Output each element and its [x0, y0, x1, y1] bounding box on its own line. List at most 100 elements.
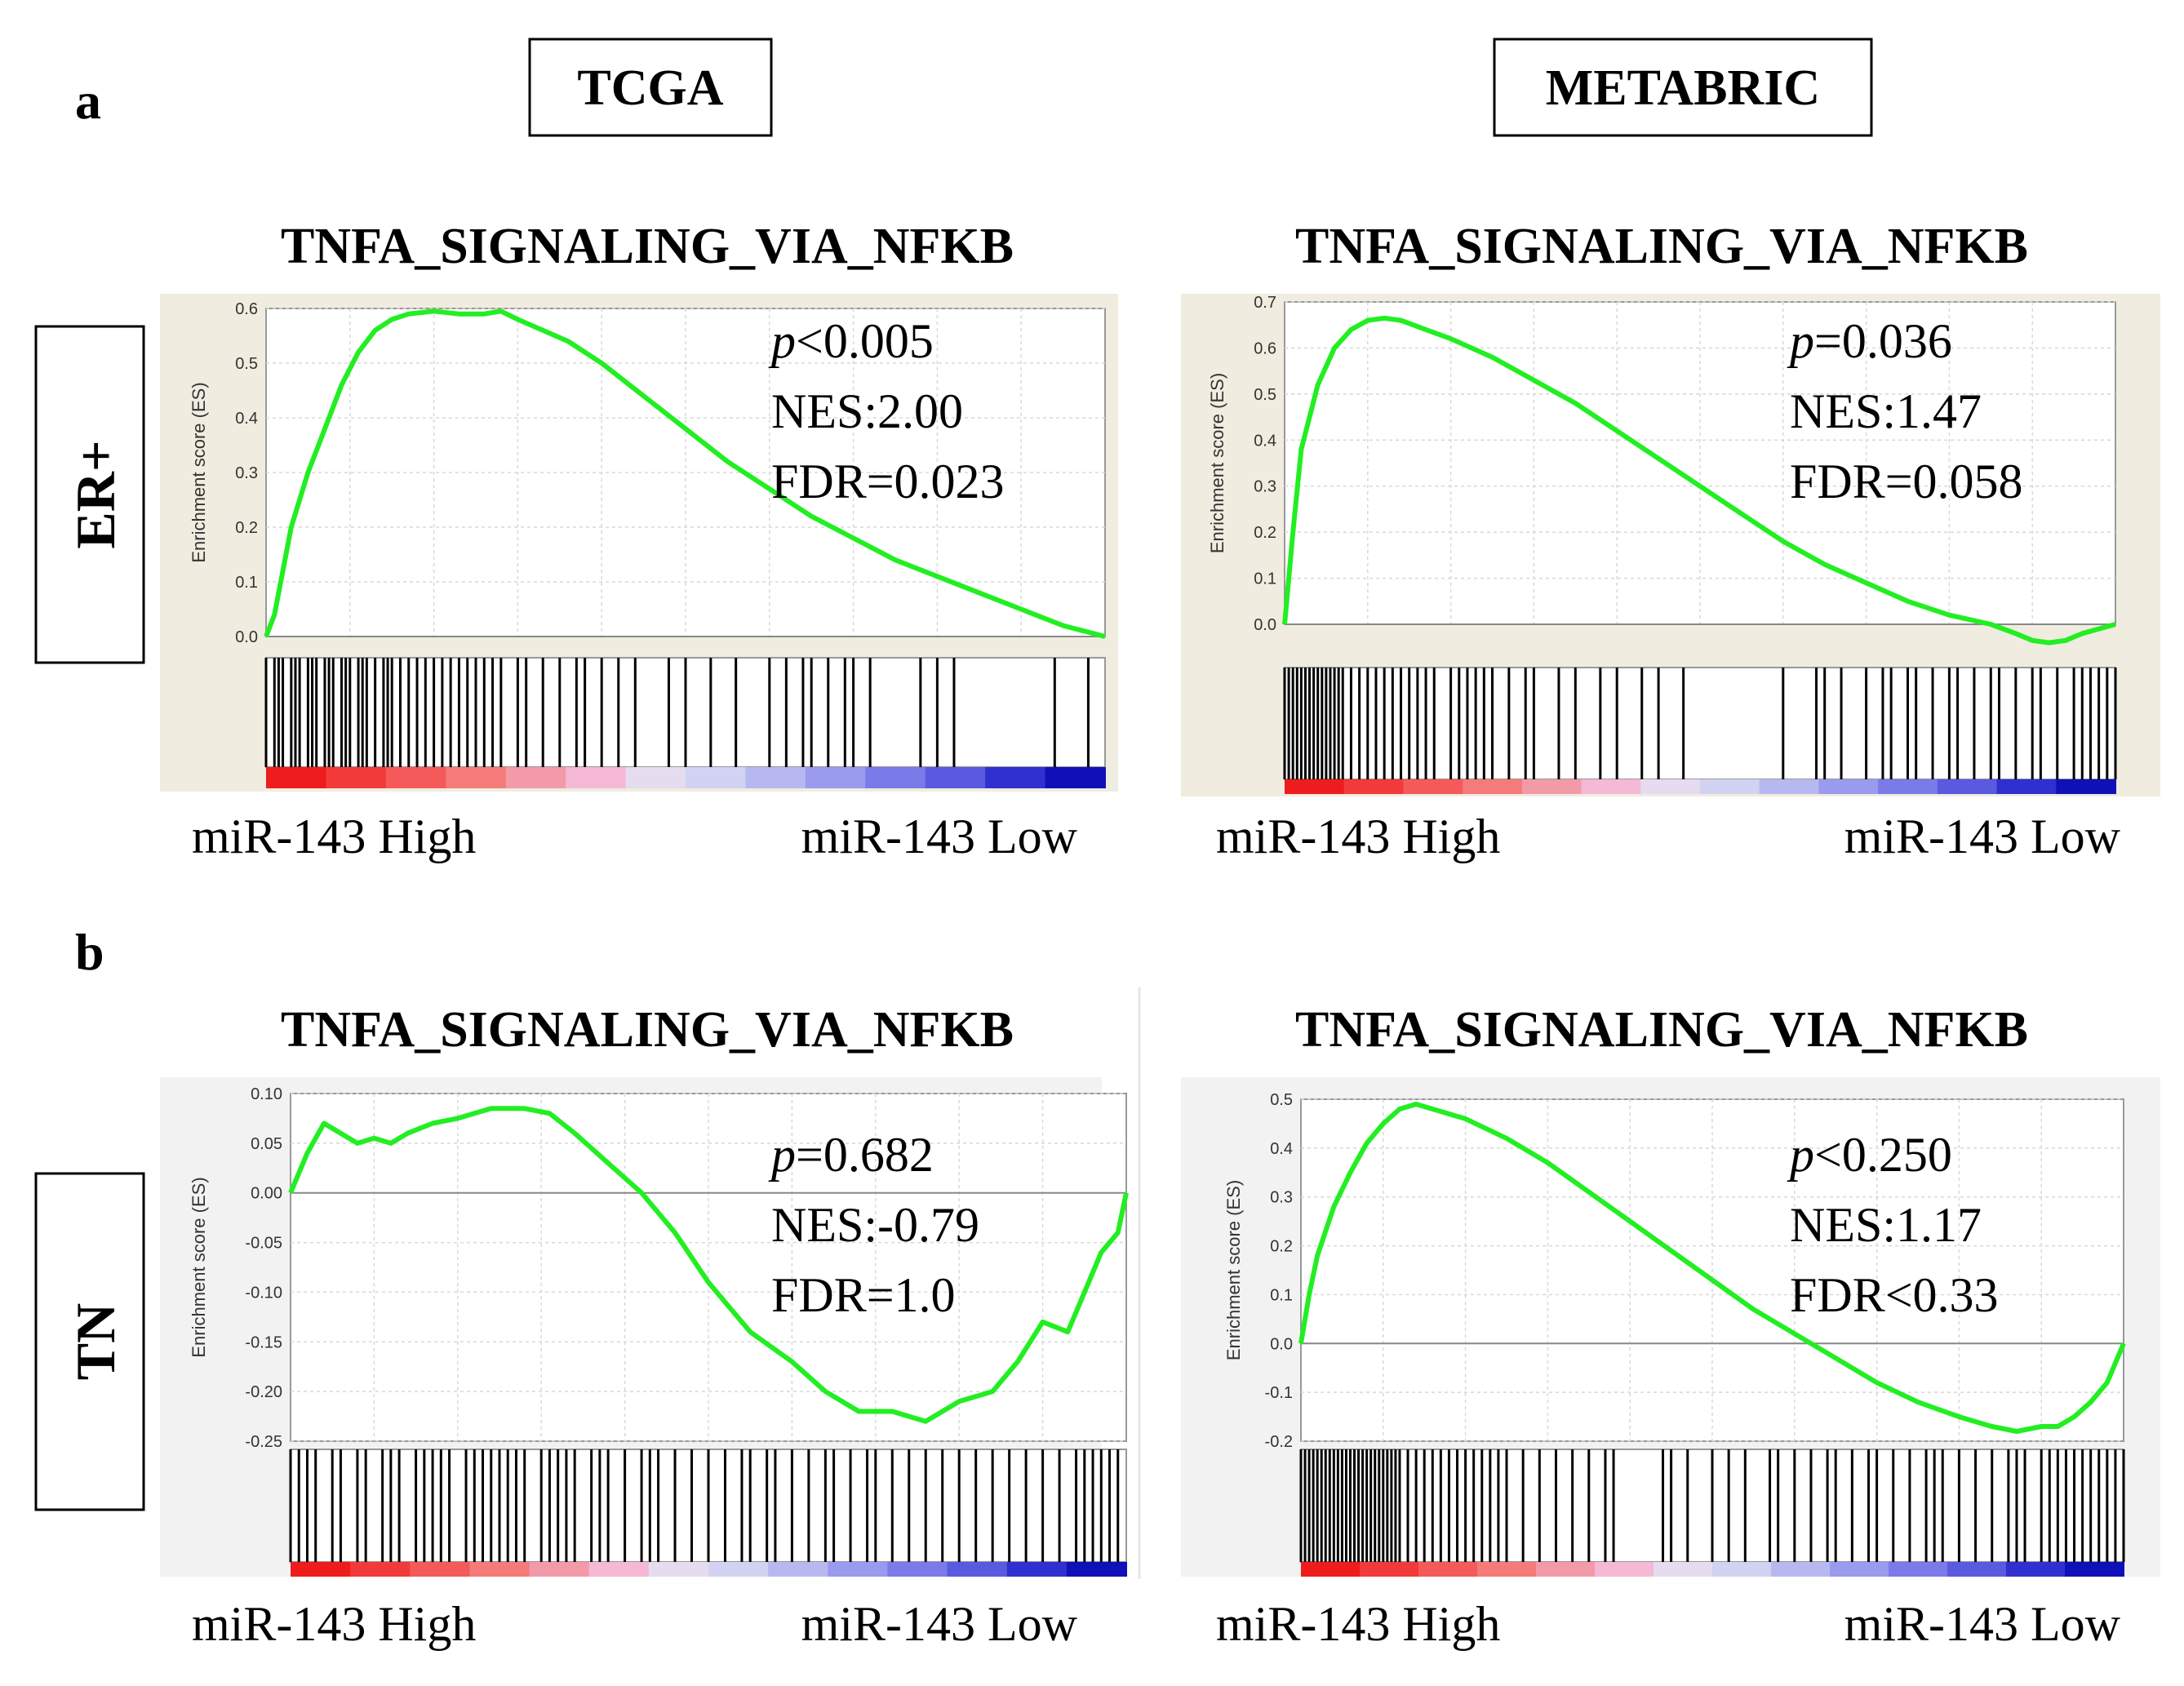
y-tick-label: 0.4 — [235, 410, 258, 428]
y-tick-label: 0.2 — [235, 519, 258, 537]
chart-title: TNFA_SIGNALING_VIA_NFKB — [281, 1002, 1014, 1058]
y-tick-label: 0.00 — [251, 1185, 282, 1203]
rank-strip-segment — [1889, 1562, 1948, 1577]
y-tick-label: -0.20 — [245, 1383, 282, 1401]
y-tick-label: -0.25 — [245, 1433, 282, 1451]
stat-fdr: FDR=1.0 — [771, 1268, 956, 1322]
rank-strip-segment — [925, 767, 987, 788]
rank-strip-segment — [805, 767, 867, 788]
row-label-tn: TN — [64, 1303, 127, 1380]
stat-fdr: FDR=0.058 — [1790, 455, 2023, 508]
chart-title: TNFA_SIGNALING_VIA_NFKB — [1295, 219, 2028, 274]
y-tick-label: 0.6 — [235, 300, 258, 318]
y-tick-label: 0.5 — [1254, 386, 1276, 404]
rank-strip-segment — [1521, 779, 1583, 794]
stat-nes: NES:-0.79 — [771, 1198, 979, 1252]
enrichment-curve — [1282, 315, 2116, 646]
y-tick-label: 0.6 — [1254, 339, 1276, 357]
y-tick-label: -0.1 — [1265, 1384, 1293, 1402]
y-tick-label: 0.7 — [1254, 294, 1276, 312]
x-label-high: miR-143 High — [1216, 810, 1500, 863]
rank-strip-segment — [1285, 779, 1345, 794]
rank-strip-segment — [1712, 1562, 1772, 1577]
stat-nes: NES:2.00 — [771, 384, 963, 438]
rank-strip-segment — [865, 767, 926, 788]
rank-strip-segment — [1066, 1562, 1127, 1577]
x-label-high: miR-143 High — [192, 1597, 476, 1651]
x-label-high: miR-143 High — [192, 810, 476, 863]
stat-p-value: p=0.682 — [768, 1128, 934, 1182]
row-label-er: ER+ — [64, 440, 127, 548]
stat-p-number: <0.250 — [1814, 1128, 1952, 1182]
y-tick-label: 0.2 — [1270, 1238, 1293, 1256]
rank-strip-segment — [410, 1562, 471, 1577]
rank-strip-segment — [1360, 1562, 1419, 1577]
chart-tn-tcga: 0.10 0.05 0.00 -0.05 -0.10 -0.15 -0.20 -0.25 Enr… — [160, 1002, 1129, 1651]
rank-strip-segment — [1463, 779, 1523, 794]
rank-strip-segment — [1581, 779, 1642, 794]
stat-p-symbol: p — [1787, 1128, 1814, 1182]
row-label-box-tn — [34, 1172, 145, 1511]
column-header-box-tcga — [528, 38, 773, 137]
rank-strip-segment — [1830, 1562, 1889, 1577]
y-tick-label: 0.3 — [1270, 1189, 1293, 1207]
rank-strip-segment — [566, 767, 627, 788]
y-tick-label: 0.1 — [235, 574, 258, 592]
stat-p-number: =0.036 — [1814, 314, 1952, 368]
chart-tn-metabric: 0.5 0.4 0.3 0.2 0.1 0.0 -0.1 -0.2 Enrichment sco… — [1181, 1002, 2160, 1651]
rank-strip-segment — [1477, 1562, 1537, 1577]
enrichment-curve — [1298, 1102, 2126, 1434]
rank-strip-segment — [1947, 1562, 2007, 1577]
stat-p-value: p=0.036 — [1787, 314, 1952, 368]
enrichment-curve — [264, 308, 1106, 639]
rank-strip-segment — [1595, 1562, 1654, 1577]
y-tick-label: 0.3 — [235, 464, 258, 482]
rank-strip-segment — [1937, 779, 1998, 794]
rank-strip-segment — [745, 767, 806, 788]
x-label-high: miR-143 High — [1216, 1597, 1500, 1651]
rank-strip-segment — [505, 767, 567, 788]
stat-nes: NES:1.17 — [1790, 1198, 1982, 1252]
x-label-low: miR-143 Low — [1844, 810, 2121, 863]
rank-strip-segment — [1996, 779, 2057, 794]
rank-strip-segment — [291, 1562, 352, 1577]
stat-p-symbol: p — [768, 314, 796, 368]
y-tick-label: 0.3 — [1254, 478, 1276, 496]
y-tick-label: 0.4 — [1254, 432, 1276, 450]
rank-strip-segment — [947, 1562, 1008, 1577]
y-axis-label: Enrichment score (ES) — [1207, 373, 1227, 553]
y-axis-label: Enrichment score (ES) — [189, 1177, 209, 1357]
rank-strip-segment — [1654, 1562, 1713, 1577]
stat-fdr: FDR<0.33 — [1790, 1268, 1999, 1322]
stat-p-symbol: p — [768, 1128, 796, 1182]
panel-label-a: a — [75, 72, 101, 130]
rank-strip-segment — [1301, 1562, 1361, 1577]
y-axis-label: Enrichment score (ES) — [1223, 1180, 1244, 1360]
rank-strip-segment — [326, 767, 387, 788]
x-label-low: miR-143 Low — [1844, 1597, 2121, 1651]
rank-strip-segment — [1700, 779, 1760, 794]
rank-strip-segment — [1818, 779, 1880, 794]
y-tick-label: 0.05 — [251, 1135, 282, 1153]
rank-strip-segment — [1640, 779, 1701, 794]
chart-title: TNFA_SIGNALING_VIA_NFKB — [281, 219, 1014, 274]
y-tick-label: -0.15 — [245, 1333, 282, 1351]
rank-strip-segment — [2006, 1562, 2066, 1577]
chart-title: TNFA_SIGNALING_VIA_NFKB — [1295, 1002, 2028, 1058]
y-tick-label: -0.2 — [1265, 1433, 1293, 1451]
chart-er-metabric: 0.7 0.6 0.5 0.4 0.3 0.2 0.1 0.0 Enrichment score… — [1181, 219, 2160, 863]
rank-strip-segment — [985, 767, 1046, 788]
stat-nes: NES:1.47 — [1790, 384, 1982, 438]
rank-strip-segment — [887, 1562, 948, 1577]
stat-p-number: =0.682 — [796, 1128, 934, 1182]
stat-p-value: p<0.250 — [1787, 1128, 1952, 1182]
column-header-box-metabric — [1493, 38, 1873, 137]
y-tick-label: -0.10 — [245, 1284, 282, 1302]
y-tick-label: 0.5 — [1270, 1091, 1293, 1109]
y-tick-label: 0.0 — [235, 628, 258, 646]
panel-label-b: b — [75, 923, 104, 981]
rank-strip-segment — [708, 1562, 770, 1577]
rank-strip-segment — [2065, 1562, 2124, 1577]
rank-strip-segment — [1006, 1562, 1068, 1577]
